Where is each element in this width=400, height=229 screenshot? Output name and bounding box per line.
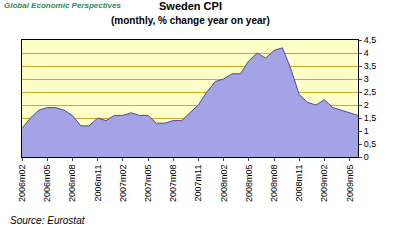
svg-text:2007m11: 2007m11: [193, 165, 203, 202]
svg-text:2009m05: 2009m05: [345, 165, 355, 203]
svg-text:1,5: 1,5: [364, 113, 377, 123]
svg-text:(monthly, % change year on yea: (monthly, % change year on year): [111, 15, 270, 26]
svg-text:2: 2: [364, 100, 369, 110]
svg-text:2006m08: 2006m08: [67, 165, 77, 203]
svg-text:2,5: 2,5: [364, 87, 377, 97]
svg-text:4,5: 4,5: [364, 35, 377, 45]
svg-text:0,5: 0,5: [364, 139, 377, 149]
svg-text:2006m05: 2006m05: [42, 165, 52, 203]
svg-text:2008m08: 2008m08: [269, 165, 279, 203]
svg-text:2006m11: 2006m11: [93, 165, 103, 202]
svg-text:2008m02: 2008m02: [219, 165, 229, 203]
svg-text:2008m05: 2008m05: [244, 165, 254, 203]
svg-text:Source: Eurostat: Source: Eurostat: [10, 215, 86, 226]
svg-text:3,5: 3,5: [364, 61, 377, 71]
svg-text:2006m02: 2006m02: [17, 165, 27, 203]
svg-text:4: 4: [364, 48, 369, 58]
svg-text:0: 0: [364, 152, 369, 162]
svg-text:Sweden CPI: Sweden CPI: [159, 0, 222, 12]
svg-text:2009m02: 2009m02: [319, 165, 329, 203]
svg-text:3: 3: [364, 74, 369, 84]
svg-text:2007m02: 2007m02: [118, 165, 128, 203]
svg-text:Global Economic Perspectives: Global Economic Perspectives: [4, 1, 121, 10]
svg-text:2007m08: 2007m08: [168, 165, 178, 203]
svg-text:2008m11: 2008m11: [294, 165, 304, 202]
svg-text:1: 1: [364, 126, 369, 136]
svg-text:2007m05: 2007m05: [143, 165, 153, 203]
